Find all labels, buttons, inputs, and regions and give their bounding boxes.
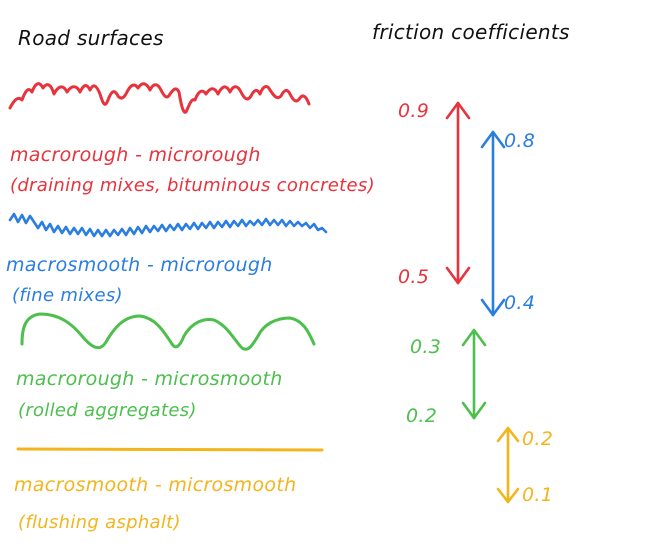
blue-surface-profile (8, 212, 328, 238)
surface-detail-macrosmooth-microrough: (fine mixes) (12, 285, 123, 306)
surface-label-macrorough-microrough: macrorough - microrough (10, 144, 261, 166)
surface-label-macrorough-microsmooth: macrorough - microsmooth (16, 368, 283, 390)
friction-blue-max: 0.8 (504, 130, 536, 152)
friction-green-max: 0.3 (410, 336, 442, 358)
friction-yellow-min: 0.1 (522, 484, 554, 506)
friction-blue-min: 0.4 (504, 292, 536, 314)
green-range-arrow (461, 328, 487, 420)
surface-label-macrosmooth-microrough: macrosmooth - microrough (6, 254, 273, 276)
surface-label-macrosmooth-microsmooth: macrosmooth - microsmooth (14, 474, 297, 496)
road-surfaces-heading: Road surfaces (18, 26, 164, 50)
blue-range-arrow (480, 130, 506, 317)
surface-detail-macrosmooth-microsmooth: (flushing asphalt) (18, 512, 181, 533)
red-surface-profile (8, 82, 311, 114)
red-range-arrow (445, 101, 471, 285)
green-surface-profile (20, 312, 316, 351)
yellow-range-arrow (496, 426, 520, 504)
friction-green-min: 0.2 (406, 405, 438, 427)
friction-red-max: 0.9 (398, 100, 430, 122)
surface-detail-macrorough-microrough: (draining mixes, bituminous concretes) (10, 175, 375, 196)
friction-yellow-max: 0.2 (522, 428, 554, 450)
friction-coefficients-heading: friction coefficients (372, 20, 570, 44)
yellow-surface-profile (16, 447, 324, 452)
friction-red-min: 0.5 (398, 266, 430, 288)
surface-detail-macrorough-microsmooth: (rolled aggregates) (18, 400, 197, 421)
